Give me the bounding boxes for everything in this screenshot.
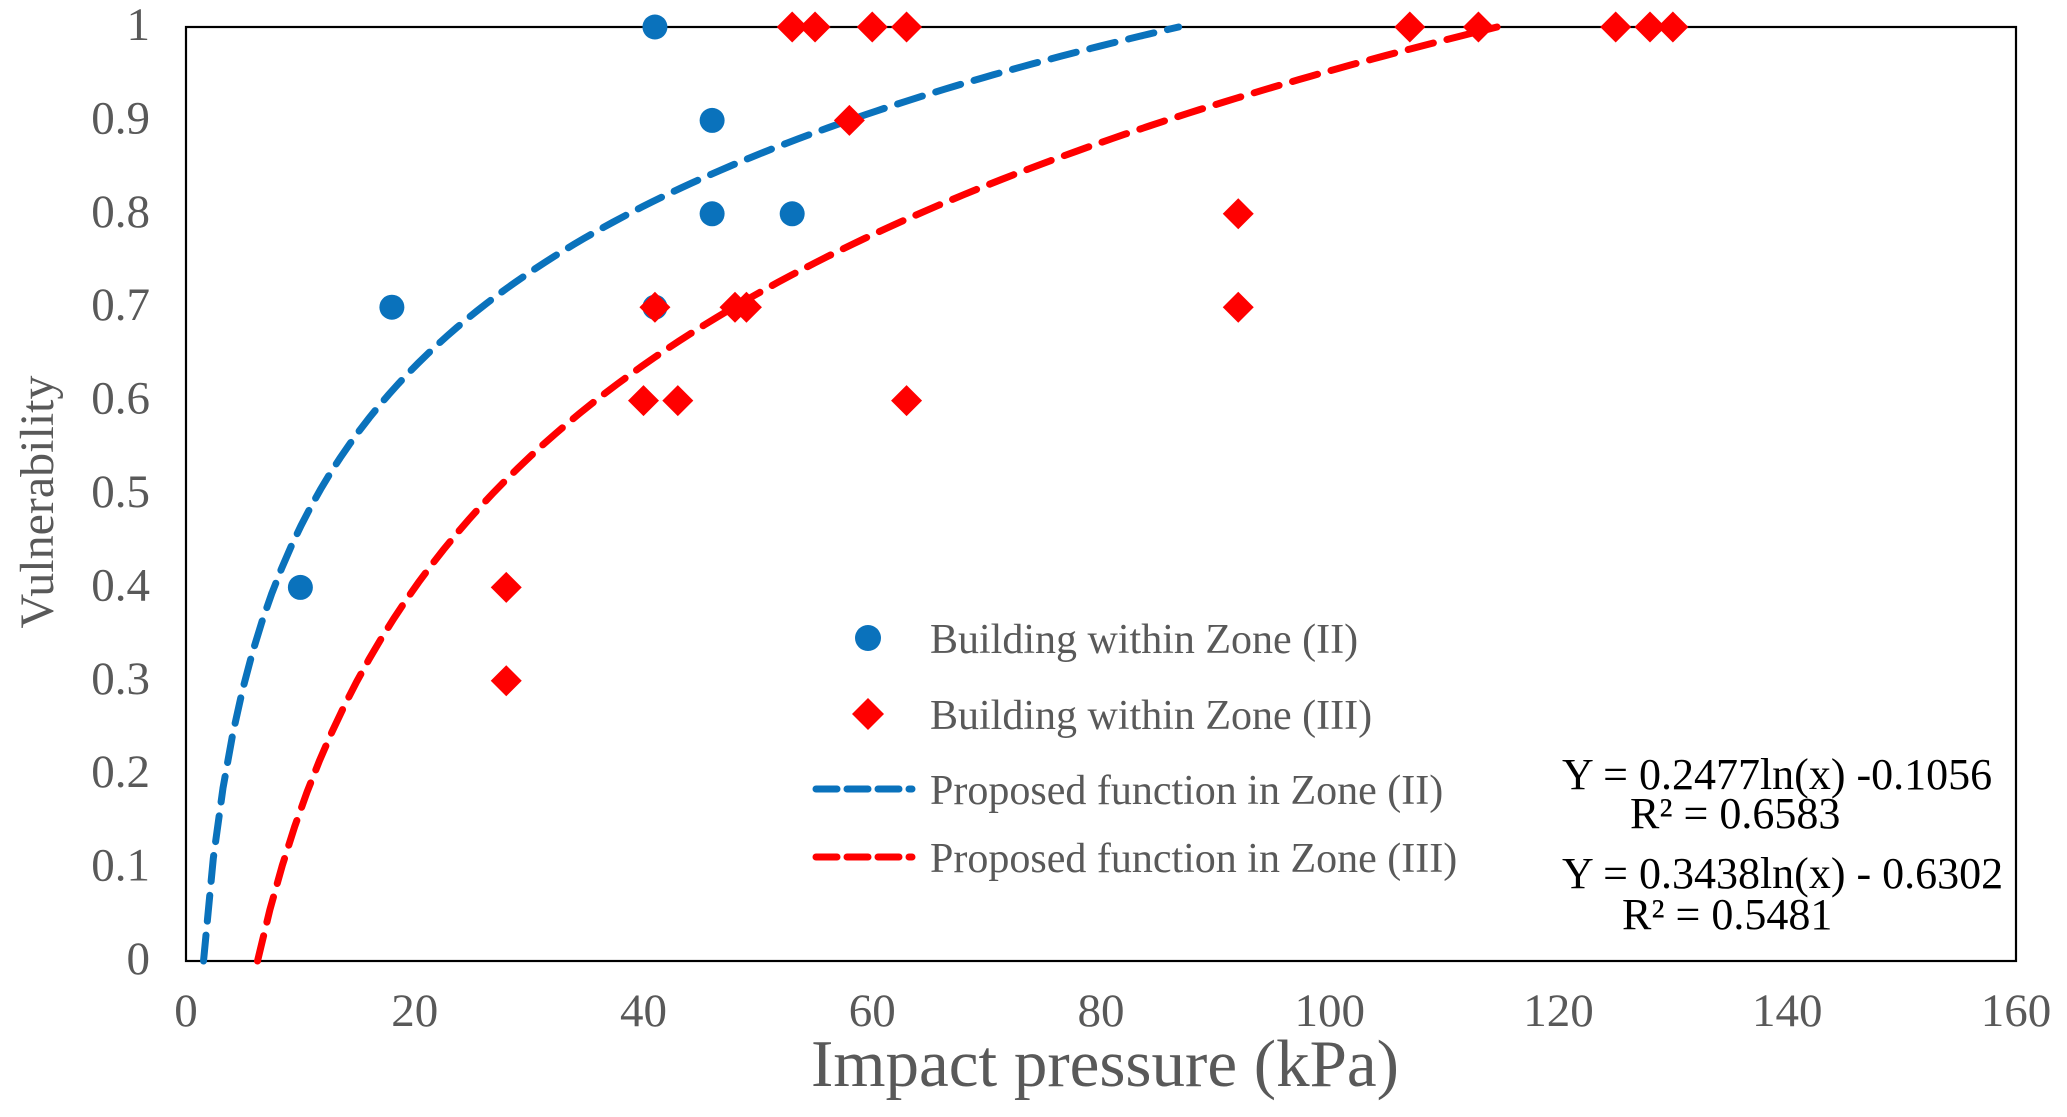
svg-text:0.2: 0.2	[91, 746, 150, 798]
svg-text:Proposed function in Zone (II): Proposed function in Zone (II)	[930, 768, 1443, 814]
svg-text:20: 20	[391, 985, 438, 1037]
svg-text:Impact pressure (kPa): Impact pressure (kPa)	[811, 1027, 1399, 1101]
svg-text:0.1: 0.1	[91, 840, 150, 892]
svg-text:Vulnerability: Vulnerability	[11, 375, 64, 628]
svg-text:R² = 0.6583: R² = 0.6583	[1630, 789, 1840, 838]
svg-text:1: 1	[127, 0, 151, 51]
svg-text:0.3: 0.3	[91, 653, 150, 705]
svg-text:0.5: 0.5	[91, 466, 150, 518]
svg-text:40: 40	[620, 985, 667, 1037]
svg-text:Building within Zone (II): Building within Zone (II)	[930, 617, 1358, 663]
svg-text:0.8: 0.8	[91, 186, 150, 238]
svg-text:Proposed function in Zone (III: Proposed function in Zone (III)	[930, 836, 1457, 882]
svg-text:120: 120	[1523, 985, 1594, 1037]
svg-text:0.6: 0.6	[91, 373, 150, 425]
svg-text:140: 140	[1752, 985, 1823, 1037]
svg-text:0.9: 0.9	[91, 92, 150, 144]
svg-text:160: 160	[1981, 985, 2052, 1037]
svg-text:0.7: 0.7	[91, 279, 150, 331]
svg-text:0: 0	[174, 985, 198, 1037]
svg-text:0.4: 0.4	[91, 559, 150, 611]
svg-text:Building within Zone (III): Building within Zone (III)	[930, 693, 1372, 739]
svg-text:R² = 0.5481: R² = 0.5481	[1622, 890, 1832, 939]
svg-text:0: 0	[127, 933, 151, 985]
